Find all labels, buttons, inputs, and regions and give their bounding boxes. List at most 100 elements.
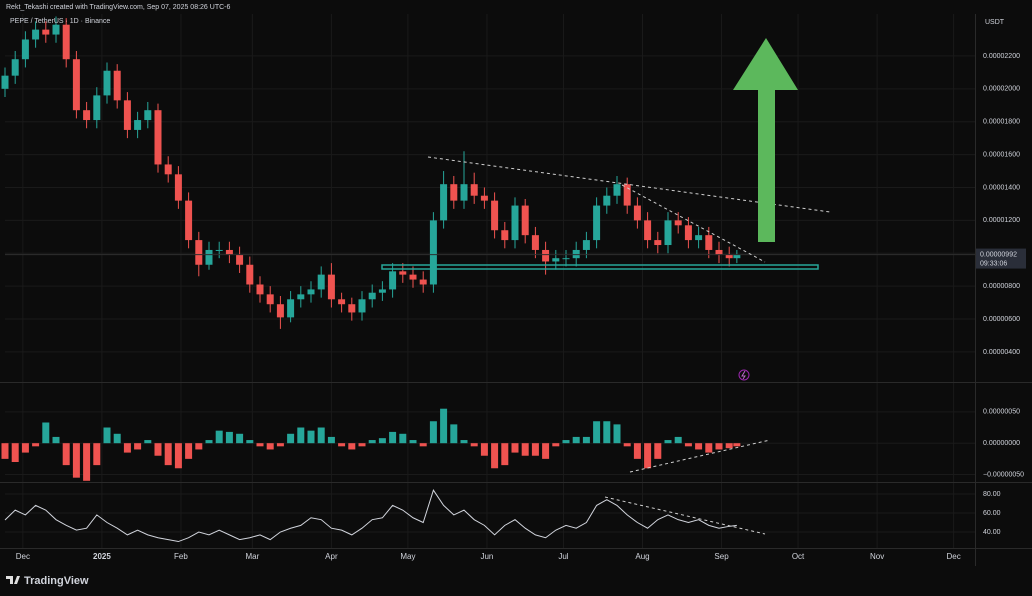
candle-body [542,249,550,262]
x-tick-label: Jul [558,552,568,561]
candle-body [399,271,407,275]
candle-body [11,59,19,76]
candle-body [389,271,397,290]
candle-body [623,184,631,206]
histogram-bar [287,433,295,444]
histogram-bar [256,443,264,447]
candle-body [593,205,601,241]
histogram-bar [185,443,193,459]
y-tick-label: 0.00000600 [983,316,1020,323]
histogram-bar [695,443,703,450]
histogram-bar [725,443,733,449]
last-price-label: 0.00000992 [980,251,1017,258]
candle-body [562,258,570,260]
currency-box [978,14,1030,30]
histogram-bar [236,433,244,444]
histogram-bar [164,443,172,466]
histogram-bar [174,443,182,469]
histogram-bar [348,443,356,450]
histogram-bar [603,421,611,444]
candle-body [287,299,295,318]
x-tick-label: Dec [946,552,960,561]
x-tick-label: Sep [714,552,729,561]
histogram-bar [613,424,621,444]
histogram-bar [42,422,50,444]
histogram-bar [358,443,366,447]
brand: TradingView [24,575,89,587]
y-tick-label: −0.00000050 [983,471,1024,478]
candle-body [725,254,733,259]
histogram-bar [113,433,121,444]
histogram-bar [684,443,692,447]
candle-body [654,240,662,246]
y-tick-label: 0.00000800 [983,283,1020,290]
marks-layer [1,16,975,543]
y-tick-label: 0.00000000 [983,440,1020,447]
histogram-bar [246,440,254,444]
candle-body [338,299,346,305]
histogram-bar [664,440,672,444]
histogram-bar [134,443,142,450]
candle-body [103,70,111,96]
candle-body [123,100,131,130]
histogram-bar [266,443,274,450]
histogram-bar [542,443,550,459]
candle-body [195,240,203,265]
histogram-bar [368,440,376,444]
candle-body [348,304,356,313]
event-icon [738,369,750,381]
histogram-bar [378,438,386,444]
countdown: 09:33:06 [980,260,1007,267]
histogram-bar [623,443,631,447]
candle-body [603,195,611,206]
histogram-bar [144,440,152,444]
histogram-bar [154,443,162,456]
up-arrow [733,38,798,242]
histogram-bar [276,443,284,447]
candle-body [144,110,152,121]
histogram-bar [103,427,111,444]
candle-body [664,220,672,246]
candle-body [1,75,9,89]
histogram-bar [62,443,70,466]
candle-body [236,254,244,265]
candle-body [297,294,305,300]
candle-body [511,205,519,241]
histogram-bar [633,443,641,459]
histogram-bar [470,443,478,447]
x-tick-label: Dec [16,552,30,561]
candle-body [83,110,91,121]
event-icon-bolt [741,370,746,380]
histogram-bar [1,443,9,459]
histogram-bar [654,443,662,459]
x-tick-label: Nov [870,552,884,561]
candle-body [674,220,682,226]
candle-body [409,274,417,280]
candle-body [42,29,50,35]
candle-body [440,184,448,221]
histogram-bar [419,443,427,447]
y-tick-label: 40.00 [983,529,1001,536]
candle-body [52,24,60,35]
candle-body [733,254,741,259]
candle-body [72,59,80,111]
histogram-bar [531,443,539,456]
histogram-bar [582,436,590,444]
y-tick-label: 0.00002200 [983,53,1020,60]
footer [0,566,1032,596]
y-tick-label: 60.00 [983,510,1001,517]
candle-body [215,249,223,251]
candle-body [491,200,499,231]
histogram-bar [195,443,203,450]
histogram-bar [399,433,407,444]
histogram-bar [297,427,305,444]
candle-body [205,249,213,265]
credit: Rekt_Tekashi created with TradingView.co… [6,4,230,11]
histogram-bar [307,430,315,444]
candle-body [695,235,703,241]
histogram-bar [83,443,91,481]
y-tick-label: 0.00000050 [983,409,1020,416]
